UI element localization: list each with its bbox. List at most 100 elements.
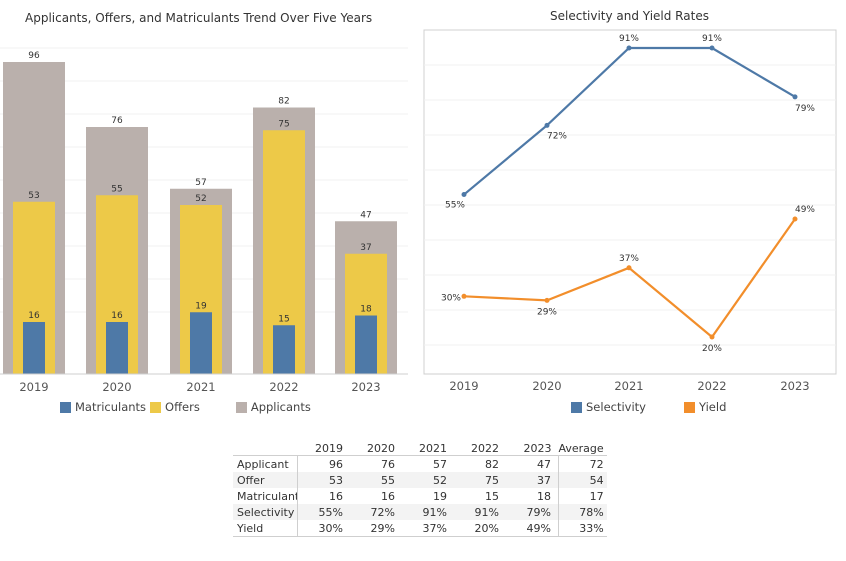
table-cell: 29% [350, 520, 402, 537]
legend-swatch-matriculants [60, 401, 71, 413]
legend-item-matriculants: Matriculants [60, 400, 146, 414]
line-label-selectivity: 91% [619, 34, 639, 44]
table-row: Selectivity 55% 72% 91% 91% 79% 78% [233, 504, 607, 520]
bar-label-matriculants: 19 [195, 301, 207, 311]
bar-x-tick-label: 2019 [19, 380, 48, 394]
bar-label-offers: 37 [360, 243, 371, 253]
line-label-selectivity: 91% [702, 34, 722, 44]
legend-label-yield: Yield [699, 400, 727, 414]
legend-item-yield: Yield [684, 400, 726, 414]
bar-label-applicants: 57 [195, 178, 206, 188]
table-row: Offer 53 55 52 75 37 54 [233, 472, 607, 488]
bar-label-offers: 53 [28, 191, 39, 201]
bar-matriculants-2021 [190, 312, 212, 374]
line-label-yield: 49% [795, 205, 815, 215]
bar-x-tick-label: 2021 [186, 380, 215, 394]
table-cell: 79% [506, 504, 559, 520]
bar-label-matriculants: 16 [28, 311, 40, 321]
table-cell: 49% [506, 520, 559, 537]
table-cell: 55 [350, 472, 402, 488]
table-header-2022: 2022 [471, 441, 499, 455]
line-x-tick-label: 2022 [697, 379, 726, 393]
table-cell: 91% [454, 504, 506, 520]
bar-matriculants-2020 [106, 322, 128, 374]
line-point-selectivity [461, 192, 467, 198]
line-label-yield: 37% [619, 254, 639, 264]
line-point-yield [461, 293, 467, 299]
line-x-tick-label: 2019 [449, 379, 478, 393]
table-cell: 30% [297, 520, 350, 537]
line-point-selectivity [626, 45, 632, 51]
table-cell-average: 17 [557, 488, 607, 504]
table-cell: 52 [402, 472, 454, 488]
table-row: Applicant 96 76 57 82 47 72 [233, 455, 607, 472]
line-label-yield: 20% [702, 344, 722, 354]
table-row: Matriculant 16 16 19 15 18 17 [233, 488, 607, 504]
bar-label-offers: 75 [278, 119, 289, 129]
table-row-label: Yield [233, 520, 298, 537]
line-point-yield [792, 216, 798, 222]
line-point-selectivity [709, 45, 715, 51]
legend-item-selectivity: Selectivity [571, 400, 646, 414]
line-plot-frame [423, 29, 837, 375]
bar-label-offers: 55 [111, 184, 122, 194]
line-point-yield [626, 265, 632, 271]
line-point-selectivity [544, 122, 550, 128]
table-cell: 72% [350, 504, 402, 520]
table-cell: 20% [454, 520, 506, 537]
table-row-label: Selectivity [233, 504, 298, 520]
table-row: Yield 30% 29% 37% 20% 49% 33% [233, 520, 607, 537]
table-cell-average: 78% [557, 504, 607, 520]
bar-matriculants-2019 [23, 322, 45, 374]
legend-swatch-offers [150, 401, 162, 413]
bar-x-tick-label: 2020 [102, 380, 131, 394]
table-cell: 19 [402, 488, 454, 504]
bar-matriculants-2022 [273, 325, 295, 374]
line-label-selectivity: 72% [547, 131, 567, 141]
table-row-label: Applicant [233, 455, 298, 472]
charts-canvas: 96 76 57 82 47 53 55 52 75 37 16 16 19 15 18 2019 2020 20… [0, 29, 837, 394]
bar-label-applicants: 96 [28, 51, 40, 61]
table-cell-average: 72 [557, 455, 607, 472]
bar-x-tick-label: 2022 [269, 380, 298, 394]
table-cell: 16 [350, 488, 402, 504]
table-cell: 15 [454, 488, 506, 504]
line-chart-title: Selectivity and Yield Rates [550, 9, 709, 23]
summary-table: 2019 2020 2021 2022 2023 Average Applica… [233, 440, 607, 537]
table-cell: 96 [297, 455, 350, 472]
line-label-yield: 30% [441, 293, 461, 303]
line-x-tick-label: 2023 [780, 379, 809, 393]
legend-label-offers: Offers [165, 400, 200, 414]
bar-matriculants-2023 [355, 315, 377, 374]
table-header-2020: 2020 [367, 441, 395, 455]
table-header-row: 2019 2020 2021 2022 2023 Average [233, 440, 607, 456]
table-cell-average: 54 [557, 472, 607, 488]
bar-label-applicants: 82 [278, 97, 289, 107]
bar-label-applicants: 47 [360, 210, 371, 220]
table-cell: 16 [297, 488, 350, 504]
line-chart-legend: Selectivity Yield [571, 400, 730, 414]
line-point-yield [544, 297, 550, 303]
line-x-tick-label: 2021 [614, 379, 643, 393]
bar-label-matriculants: 16 [111, 311, 123, 321]
bar-label-applicants: 76 [111, 116, 123, 126]
table-header-2021: 2021 [419, 441, 447, 455]
table-cell: 57 [402, 455, 454, 472]
legend-swatch-selectivity [571, 401, 582, 413]
legend-label-matriculants: Matriculants [75, 400, 147, 414]
legend-swatch-applicants [235, 401, 247, 413]
table-header-2019: 2019 [315, 441, 343, 455]
bar-label-matriculants: 18 [360, 305, 372, 315]
line-x-tick-label: 2020 [532, 379, 561, 393]
table-header-average: Average [558, 441, 604, 455]
table-cell: 37 [506, 472, 559, 488]
table-cell: 18 [506, 488, 559, 504]
table-cell: 47 [506, 455, 559, 472]
table-cell: 53 [297, 472, 350, 488]
table-cell-average: 33% [557, 520, 607, 537]
table-header-2023: 2023 [523, 441, 552, 455]
bar-label-matriculants: 15 [278, 314, 289, 324]
table-corner [233, 440, 298, 456]
table-cell: 76 [350, 455, 402, 472]
line-label-selectivity: 79% [795, 104, 815, 114]
